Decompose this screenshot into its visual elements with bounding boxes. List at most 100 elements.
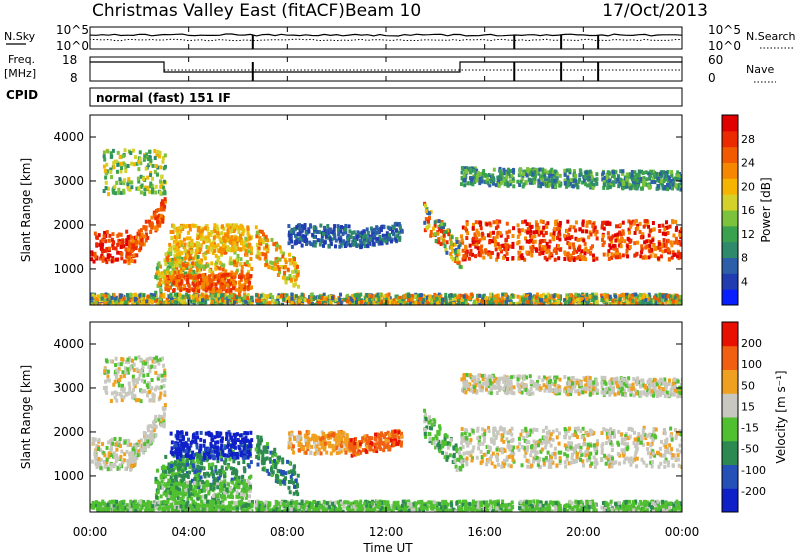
range-time-cell [95, 242, 99, 247]
range-time-cell [485, 174, 489, 179]
range-time-cell [571, 242, 575, 247]
range-time-cell [146, 186, 150, 191]
range-time-cell [486, 233, 490, 238]
range-time-cell [273, 262, 277, 267]
range-time-cell [200, 233, 204, 238]
range-time-cell [149, 184, 153, 189]
range-time-cell [146, 439, 150, 444]
range-time-cell [92, 259, 96, 264]
range-time-cell [466, 231, 470, 236]
range-time-cell [486, 180, 490, 185]
range-time-cell [549, 251, 553, 256]
range-time-cell [255, 230, 259, 235]
range-time-cell [525, 173, 529, 178]
range-time-cell [263, 294, 267, 299]
range-time-cell [272, 301, 276, 305]
range-time-cell [274, 247, 278, 252]
range-time-cell [516, 179, 520, 184]
range-time-cell [188, 255, 192, 260]
range-time-cell [107, 294, 111, 299]
range-time-cell [496, 296, 500, 301]
range-time-cell [634, 292, 638, 297]
range-time-cell [315, 302, 319, 305]
range-time-cell [398, 295, 402, 300]
range-time-cell [372, 241, 376, 246]
range-time-cell [110, 259, 114, 264]
range-time-cell [381, 233, 385, 238]
range-time-cell [508, 295, 512, 300]
range-time-cell [303, 298, 307, 303]
range-time-cell [241, 302, 245, 305]
range-time-cell [444, 247, 448, 252]
range-time-cell [227, 294, 231, 299]
range-time-cell [102, 164, 106, 169]
range-time-cell [134, 444, 138, 449]
range-time-cell [292, 259, 296, 264]
range-time-cell [311, 233, 315, 238]
range-time-cell [142, 300, 146, 305]
range-time-cell [606, 183, 610, 188]
range-time-cell [556, 299, 560, 304]
range-time-cell [330, 237, 334, 242]
range-time-cell [127, 461, 131, 466]
range-time-cell [460, 166, 464, 171]
range-time-cell [156, 208, 160, 213]
range-time-cell [271, 261, 275, 266]
range-time-cell [140, 183, 144, 188]
range-time-cell [228, 223, 232, 228]
range-time-cell [388, 296, 392, 301]
range-time-cell [640, 299, 644, 304]
range-time-cell [609, 296, 613, 301]
range-time-cell [176, 232, 180, 237]
range-time-cell [590, 175, 594, 180]
range-time-cell [385, 231, 389, 236]
range-time-cell [93, 231, 97, 236]
range-time-cell [384, 239, 388, 244]
range-time-cell [488, 183, 492, 188]
range-time-cell [555, 246, 559, 251]
range-time-cell [424, 203, 428, 208]
range-time-cell [237, 225, 241, 230]
range-time-cell [652, 295, 656, 300]
range-time-cell [616, 295, 620, 300]
range-time-cell [586, 248, 590, 253]
range-time-cell [228, 259, 232, 264]
range-time-cell [595, 256, 599, 261]
range-time-cell [416, 293, 420, 298]
range-time-cell [468, 243, 472, 248]
range-time-cell [302, 236, 306, 241]
range-time-cell [637, 169, 641, 174]
range-time-cell [158, 277, 162, 282]
range-time-cell [185, 302, 189, 305]
range-time-cell [281, 302, 285, 305]
range-time-cell [279, 249, 283, 254]
range-time-cell [451, 257, 455, 262]
range-time-cell [498, 169, 502, 174]
range-time-cell [644, 297, 648, 302]
range-time-cell [232, 248, 236, 253]
range-time-cell [353, 296, 357, 301]
range-time-cell [331, 295, 335, 300]
range-time-cell [250, 266, 254, 271]
range-time-cell [380, 225, 384, 230]
range-time-cell [516, 223, 520, 228]
range-time-cell [568, 245, 572, 250]
range-time-cell [640, 244, 644, 249]
range-time-cell [126, 163, 130, 168]
range-time-cell [525, 294, 529, 299]
range-time-cell [208, 276, 212, 281]
range-time-cell [552, 296, 556, 301]
range-time-cell [230, 235, 234, 240]
range-time-cell [547, 244, 551, 249]
range-time-cell [222, 226, 226, 231]
range-time-cell [136, 453, 140, 458]
range-time-cell [537, 232, 541, 237]
range-time-cell [630, 170, 634, 175]
range-time-cell [621, 253, 625, 258]
range-time-cell [568, 227, 572, 232]
range-time-cell [196, 300, 200, 305]
range-time-cell [227, 279, 231, 284]
range-time-cell [214, 302, 218, 305]
range-time-cell [179, 287, 183, 292]
range-time-cell [102, 150, 106, 155]
